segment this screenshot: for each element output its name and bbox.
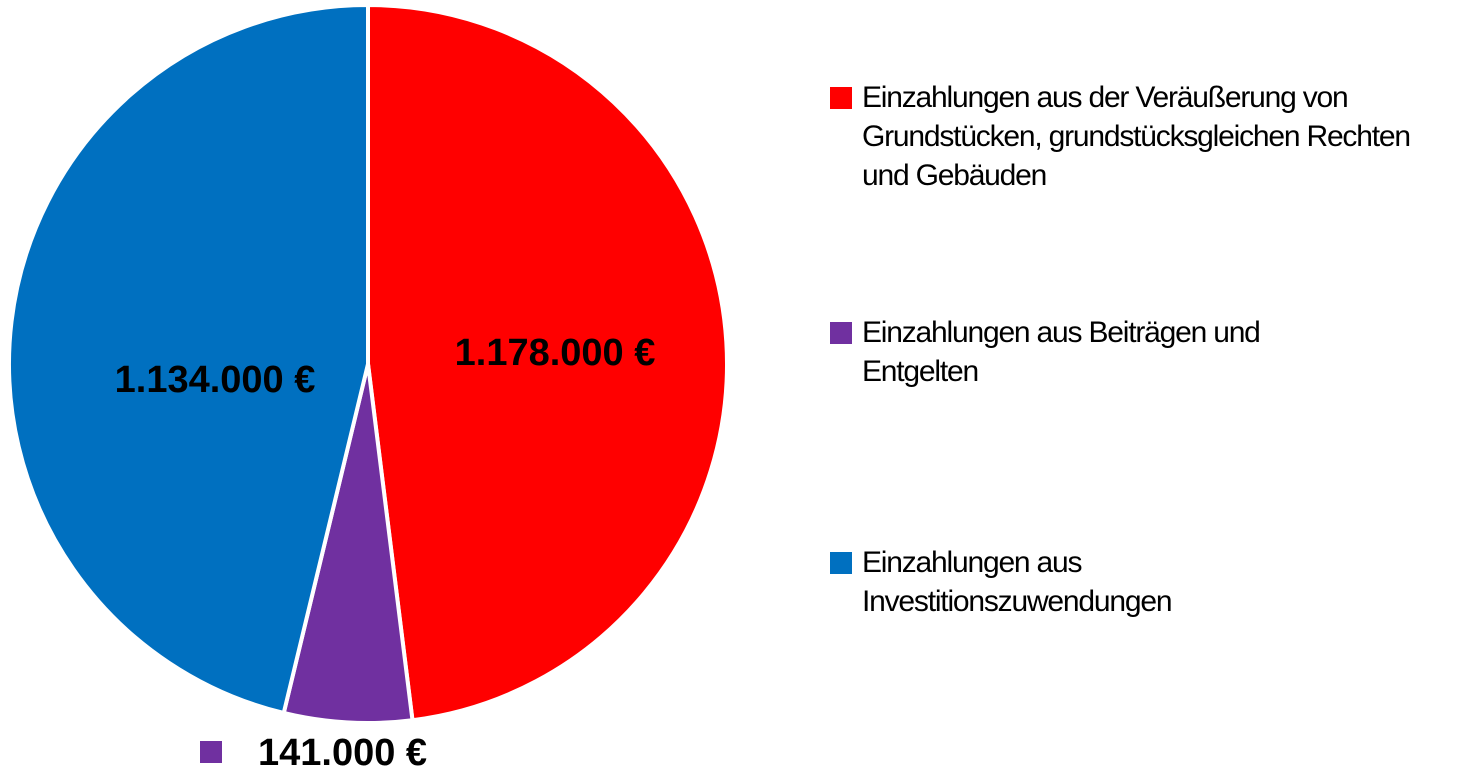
pie-slice (281, 363, 415, 725)
data-label: 1.178.000 € (455, 332, 656, 374)
legend-label: Einzahlungen aus der Veräußerung von Gru… (862, 81, 1411, 192)
pie-slice (7, 2, 370, 716)
legend-swatch (830, 87, 852, 109)
legend-swatch (830, 552, 852, 574)
data-label: 1.134.000 € (115, 359, 316, 401)
legend-entry: Einzahlungen aus Beiträgen und Entgelten (830, 313, 1450, 391)
legend-entry: Einzahlungen aus Investitionszuwendungen (830, 543, 1450, 621)
legend-swatch (830, 322, 852, 344)
data-label: 141.000 € (258, 732, 427, 774)
legend-label: Einzahlungen aus Investitionszuwendungen (862, 546, 1173, 618)
legend-entry: Einzahlungen aus der Veräußerung von Gru… (830, 78, 1450, 195)
pie-slice (366, 2, 729, 723)
legend-label: Einzahlungen aus Beiträgen und Entgelten (862, 316, 1261, 388)
data-label-swatch (200, 741, 222, 763)
